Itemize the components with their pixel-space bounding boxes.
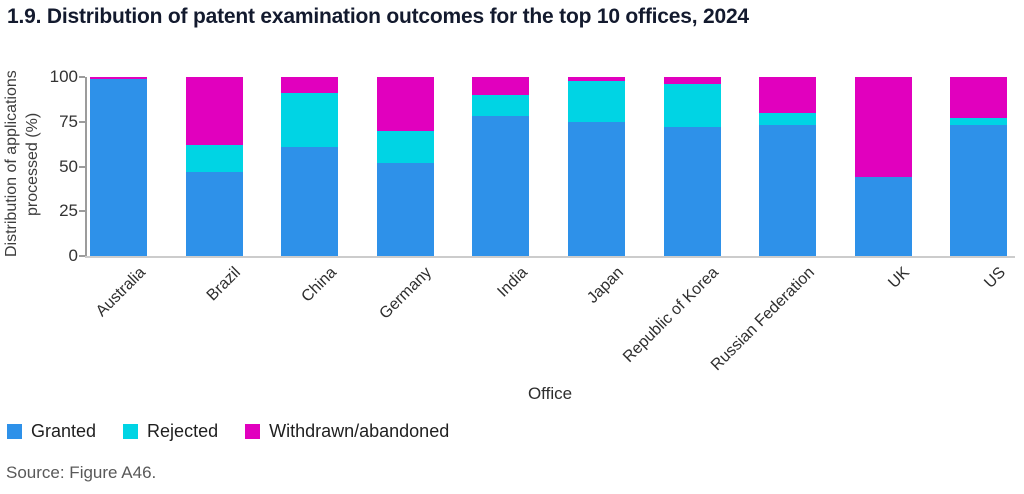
- y-tick-label: 75: [59, 111, 78, 131]
- bar-segment-withdrawn: [185, 77, 243, 146]
- legend-label: Withdrawn/abandoned: [269, 421, 450, 441]
- bar-segment-rejected: [281, 93, 339, 147]
- y-axis-spine: [85, 77, 87, 256]
- y-tick-label: 25: [59, 201, 78, 221]
- bar-segment-withdrawn: [472, 77, 530, 95]
- bar-segment-withdrawn: [281, 77, 339, 94]
- bar-segment-withdrawn: [376, 77, 434, 131]
- source-note: Source: Figure A46.: [6, 463, 157, 482]
- legend-item-withdrawn: Withdrawn/abandoned: [245, 421, 449, 442]
- y-tick-mark: [79, 210, 85, 213]
- x-axis-line: [85, 256, 1015, 258]
- y-tick-label: 100: [49, 67, 78, 86]
- bar-segment-granted: [663, 127, 721, 256]
- rejected-swatch-icon: [123, 424, 139, 439]
- bar-segment-granted: [185, 171, 243, 256]
- bar-segment-withdrawn: [950, 77, 1008, 119]
- bar-segment-rejected: [185, 145, 243, 172]
- bar-segment-granted: [854, 177, 912, 256]
- y-tick-mark: [79, 120, 85, 123]
- bar-segment-withdrawn: [90, 77, 147, 79]
- granted-swatch-icon: [7, 424, 22, 439]
- y-tick-mark: [79, 255, 85, 257]
- bar-segment-granted: [376, 162, 434, 256]
- legend-item-granted: Granted: [7, 421, 96, 442]
- y-tick-mark: [79, 165, 85, 168]
- bar-segment-rejected: [472, 94, 530, 117]
- bar-segment-rejected: [376, 130, 434, 163]
- y-tick-label: 0: [68, 246, 78, 265]
- bar-segment-granted: [950, 125, 1008, 256]
- withdrawn-swatch-icon: [245, 424, 261, 439]
- bar-segment-rejected: [950, 118, 1008, 126]
- bar-segment-granted: [472, 116, 530, 256]
- bar-segment-withdrawn: [759, 77, 817, 113]
- legend-item-rejected: Rejected: [123, 421, 218, 442]
- y-tick-label: 50: [59, 156, 78, 176]
- bar-segment-rejected: [759, 112, 817, 126]
- x-axis-title: Office: [527, 384, 573, 403]
- bar-segment-granted: [281, 146, 339, 256]
- legend-label: Rejected: [147, 421, 219, 441]
- page-title: 1.9. Distribution of patent examination …: [7, 5, 749, 28]
- bar-segment-rejected: [568, 80, 625, 122]
- bar-segment-withdrawn: [854, 77, 912, 178]
- bar-segment-granted: [90, 78, 147, 256]
- bar-segment-rejected: [663, 84, 721, 128]
- legend-label: Granted: [31, 421, 97, 441]
- y-tick-mark: [79, 76, 85, 78]
- bar-segment-granted: [568, 121, 625, 256]
- bar-segment-withdrawn: [568, 77, 625, 81]
- bar-segment-granted: [759, 125, 817, 256]
- legend: Granted Rejected Withdrawn/abandoned: [7, 421, 449, 442]
- bar-segment-withdrawn: [663, 77, 721, 85]
